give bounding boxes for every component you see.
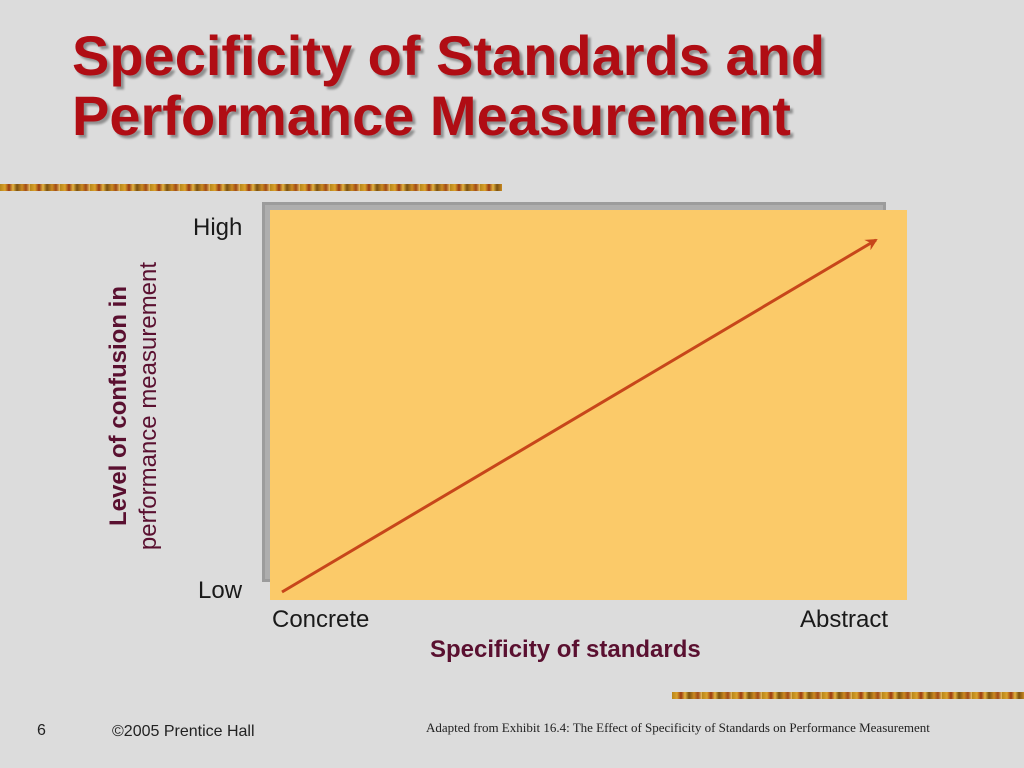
relationship-diagram: [281, 238, 878, 594]
plot-area: [270, 210, 907, 600]
y-axis-title: Level of confusion in performance measur…: [104, 216, 164, 596]
slide-title-line-2: Performance Measurement: [72, 84, 791, 147]
decorative-rule-bottom: [672, 692, 1024, 699]
page-number: 6: [37, 722, 46, 739]
y-high-label: High: [193, 214, 243, 241]
copyright-notice: ©2005 Prentice Hall: [112, 723, 255, 740]
y-axis-title-line-1: Level of confusion in: [105, 286, 132, 527]
y-low-label: Low: [198, 577, 243, 604]
x-right-label: Abstract: [800, 606, 889, 633]
source-note: Adapted from Exhibit 16.4: The Effect of…: [426, 720, 930, 735]
slide-title: Specificity of Standards and Performance…: [72, 26, 972, 146]
y-axis-title-line-2: performance measurement: [135, 261, 162, 551]
x-left-label: Concrete: [272, 606, 370, 633]
trend-arrow: [281, 238, 878, 594]
decorative-rule-top: [0, 184, 502, 191]
slide-title-line-1: Specificity of Standards and: [72, 24, 826, 87]
x-axis-title: Specificity of standards: [430, 636, 701, 663]
